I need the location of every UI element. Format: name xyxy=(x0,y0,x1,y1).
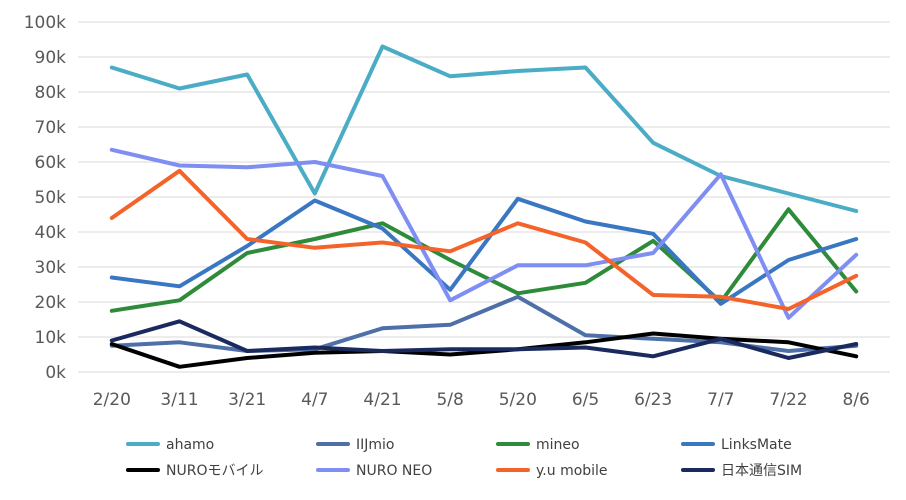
y-tick-label: 70k xyxy=(35,118,67,138)
y-tick-label: 90k xyxy=(35,48,67,68)
legend-label: IIJmio xyxy=(356,437,394,453)
x-tick-label: 6/23 xyxy=(634,390,672,410)
x-tick-label: 3/11 xyxy=(160,390,198,410)
series-line-IIJmio xyxy=(109,294,859,353)
y-tick-label: 50k xyxy=(35,188,67,208)
y-tick-label: 100k xyxy=(24,13,66,33)
x-tick-label: 2/20 xyxy=(93,390,131,410)
x-tick-label: 5/8 xyxy=(436,390,463,410)
legend: ahamo IIJmio mineo LinksMate NUROモバイル NURO NE… xyxy=(126,437,802,479)
series-line-NUROモバイル xyxy=(109,331,859,369)
x-tick-label: 3/21 xyxy=(228,390,266,410)
series-line-LinksMate xyxy=(109,196,859,306)
x-tick-label: 7/22 xyxy=(769,390,807,410)
x-tick-label: 5/20 xyxy=(499,390,537,410)
legend-label: mineo xyxy=(536,437,580,453)
x-tick-label: 4/7 xyxy=(301,390,328,410)
x-tick-label: 8/6 xyxy=(842,390,869,410)
legend-label: NUROモバイル xyxy=(166,463,263,479)
legend-label: 日本通信SIM xyxy=(721,463,802,479)
series-line-y.u mobile xyxy=(109,168,859,311)
legend-label: NURO NEO xyxy=(356,463,432,479)
y-tick-label: 20k xyxy=(35,293,67,313)
series-line-NURO NEO xyxy=(109,147,859,320)
y-tick-label: 10k xyxy=(35,328,67,348)
y-axis-ticks: 0k 10k 20k 30k 40k 50k 60k 70k 80k 90k 100k xyxy=(24,13,66,383)
y-tick-label: 30k xyxy=(35,258,67,278)
x-tick-label: 6/5 xyxy=(572,390,599,410)
y-tick-label: 80k xyxy=(35,83,67,103)
series-line-日本通信SIM xyxy=(109,319,859,360)
x-axis-ticks: 2/20 3/11 3/21 4/7 4/21 5/8 5/20 6/5 6/23 7/7 7/22… xyxy=(93,390,870,410)
legend-label: LinksMate xyxy=(721,437,792,453)
y-tick-label: 60k xyxy=(35,153,67,173)
legend-label: ahamo xyxy=(166,437,214,453)
x-tick-label: 4/21 xyxy=(363,390,401,410)
series-layer xyxy=(109,44,859,369)
series-line-mineo xyxy=(109,207,859,313)
legend-label: y.u mobile xyxy=(536,463,608,479)
y-tick-label: 40k xyxy=(35,223,67,243)
x-tick-label: 7/7 xyxy=(707,390,734,410)
series-line-ahamo xyxy=(109,44,859,213)
y-tick-label: 0k xyxy=(45,363,66,383)
